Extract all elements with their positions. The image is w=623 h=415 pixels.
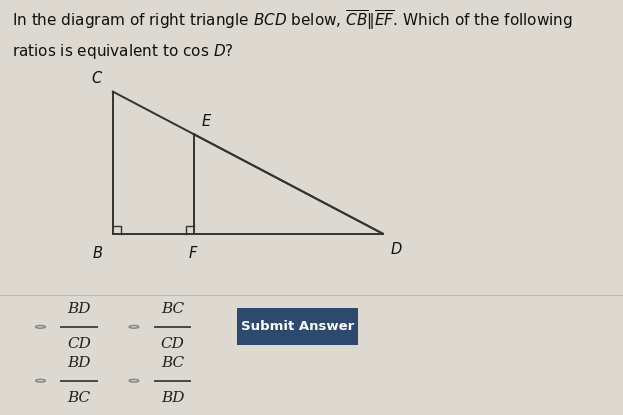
Text: CD: CD bbox=[161, 337, 184, 351]
Text: $D$: $D$ bbox=[390, 241, 402, 257]
Text: $E$: $E$ bbox=[201, 112, 212, 129]
Text: ratios is equivalent to cos $D$?: ratios is equivalent to cos $D$? bbox=[12, 42, 234, 61]
Text: In the diagram of right triangle $BCD$ below, $\overline{CB} \| \overline{EF}$. : In the diagram of right triangle $BCD$ b… bbox=[12, 8, 573, 32]
Text: BC: BC bbox=[161, 356, 184, 370]
FancyBboxPatch shape bbox=[237, 308, 358, 345]
Text: BD: BD bbox=[67, 356, 91, 370]
Text: BD: BD bbox=[161, 391, 184, 405]
Text: $B$: $B$ bbox=[92, 245, 103, 261]
Text: $C$: $C$ bbox=[91, 70, 103, 86]
Text: $F$: $F$ bbox=[189, 245, 199, 261]
Text: BC: BC bbox=[67, 391, 91, 405]
Text: Submit Answer: Submit Answer bbox=[241, 320, 354, 333]
Text: BD: BD bbox=[67, 303, 91, 317]
Text: CD: CD bbox=[67, 337, 91, 351]
Text: BC: BC bbox=[161, 303, 184, 317]
